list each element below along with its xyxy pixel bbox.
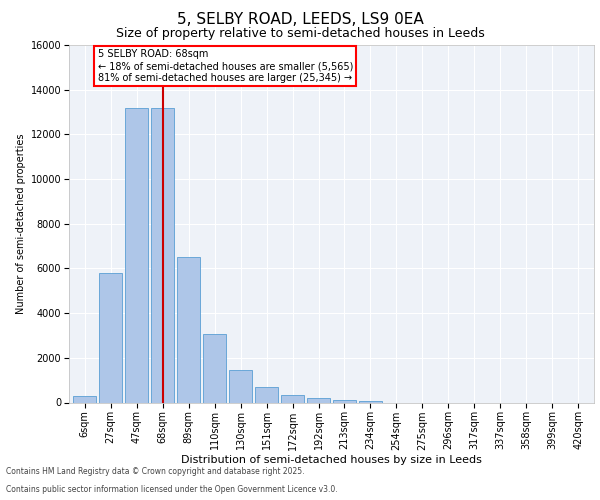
Bar (73, 396, 96, 402)
Text: Contains HM Land Registry data © Crown copyright and database right 2025.: Contains HM Land Registry data © Crown c… (6, 467, 305, 476)
Bar (333, 400, 356, 402)
X-axis label: Distribution of semi-detached houses by size in Leeds: Distribution of semi-detached houses by … (181, 455, 482, 465)
Bar (177, 258, 200, 402)
Bar (281, 395, 304, 402)
Bar (255, 388, 278, 402)
Text: Size of property relative to semi-detached houses in Leeds: Size of property relative to semi-detach… (116, 28, 484, 40)
Bar (229, 370, 252, 402)
Bar (203, 334, 226, 402)
Text: 5, SELBY ROAD, LEEDS, LS9 0EA: 5, SELBY ROAD, LEEDS, LS9 0EA (176, 12, 424, 28)
Text: Contains public sector information licensed under the Open Government Licence v3: Contains public sector information licen… (6, 485, 338, 494)
Bar (125, 108, 148, 403)
Y-axis label: Number of semi-detached properties: Number of semi-detached properties (16, 134, 26, 314)
Bar (99, 273, 122, 402)
Text: 5 SELBY ROAD: 68sqm
← 18% of semi-detached houses are smaller (5,565)
81% of sem: 5 SELBY ROAD: 68sqm ← 18% of semi-detach… (98, 50, 353, 82)
Bar (307, 398, 330, 402)
Bar (151, 108, 174, 403)
